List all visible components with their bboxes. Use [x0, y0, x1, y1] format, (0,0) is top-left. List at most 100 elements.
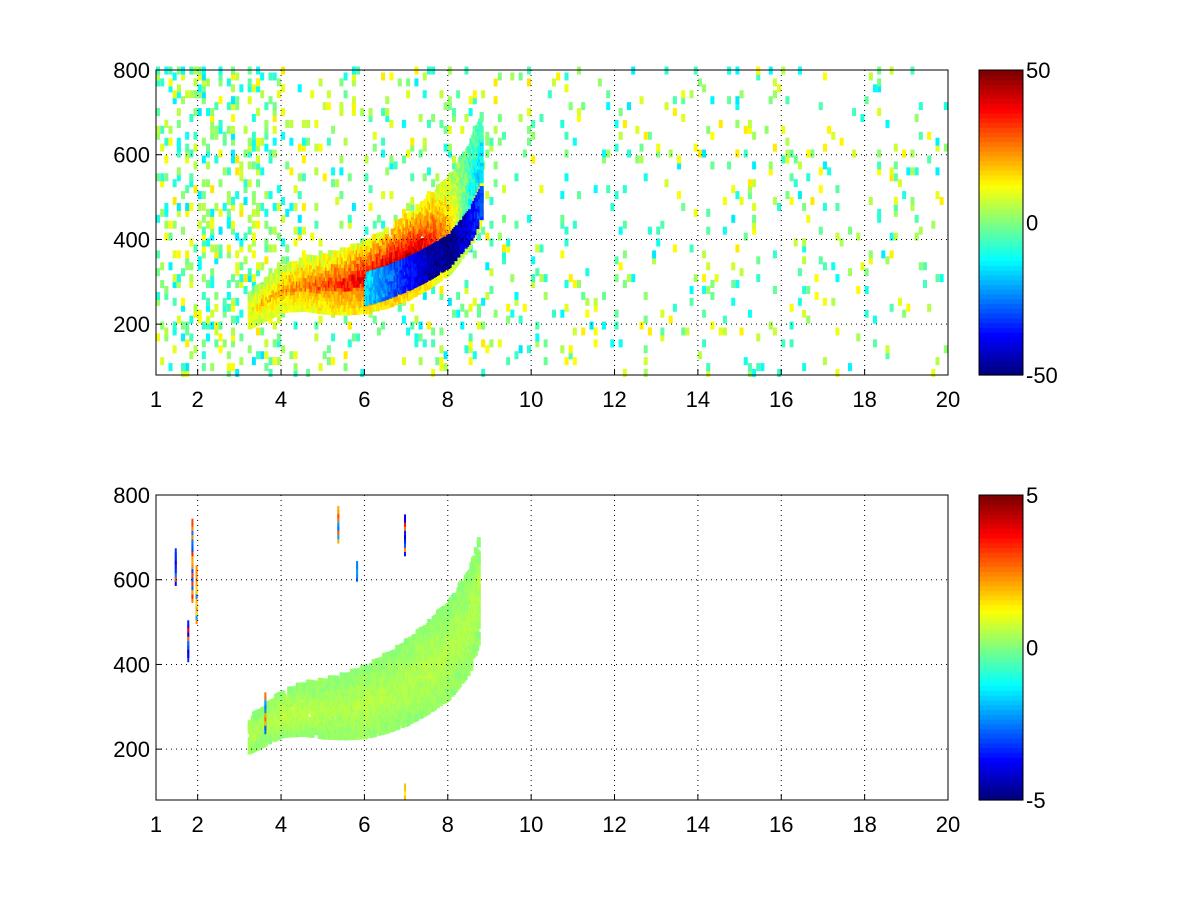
heatmap-cell: [339, 191, 344, 200]
heatmap-cell: [291, 686, 296, 694]
heatmap-cell: [877, 108, 882, 117]
heatmap-cell: [197, 262, 202, 271]
heatmap-cell: [797, 268, 802, 277]
heatmap-cell: [410, 321, 415, 330]
heatmap-cell: [235, 155, 240, 164]
heatmap-cell: [251, 113, 256, 122]
heatmap-cell: [602, 321, 607, 330]
heatmap-cell: [239, 167, 244, 176]
heatmap-cell: [156, 268, 160, 277]
heatmap-cell: [168, 363, 173, 372]
colorbar-segment: [979, 227, 1023, 233]
heatmap-cell: [168, 125, 173, 134]
heatmap-cell: [406, 78, 411, 87]
heatmap-cell: [239, 238, 244, 247]
heatmap-cell: [485, 191, 490, 200]
heatmap-cell: [393, 161, 398, 170]
heatmap-cell: [510, 309, 515, 318]
heatmap-cell: [485, 131, 490, 140]
heatmap-cell: [360, 369, 365, 377]
heatmap-cell: [197, 84, 202, 93]
heatmap-cell: [176, 84, 181, 93]
heatmap-cell: [385, 108, 390, 117]
colorbar-segment: [979, 184, 1023, 190]
heatmap-cell: [268, 96, 273, 105]
heatmap-cell: [414, 339, 419, 348]
heatmap-cell: [316, 296, 321, 304]
heatmap-cell: [168, 137, 173, 146]
colorbar-tick-label: 50: [1026, 58, 1050, 83]
x-tick-label: 12: [602, 387, 626, 412]
heatmap-cell: [856, 285, 861, 294]
heatmap-cell: [922, 280, 927, 289]
heatmap-cell: [231, 327, 236, 336]
heatmap-cell: [797, 66, 802, 75]
heatmap-cell: [269, 733, 274, 741]
heatmap-cell: [281, 84, 286, 93]
heatmap-cell: [352, 294, 357, 302]
heatmap-cell: [372, 143, 377, 152]
heatmap-cell: [835, 327, 840, 336]
heatmap-cell: [185, 327, 190, 336]
heatmap-cell: [206, 297, 211, 306]
heatmap-cell: [164, 202, 169, 211]
heatmap-cell: [164, 232, 169, 241]
top-colorbar: 500-50: [978, 58, 1058, 388]
heatmap-cell: [439, 327, 444, 336]
heatmap-cell: [390, 228, 395, 236]
heatmap-cell: [331, 167, 336, 176]
heatmap-cell: [847, 363, 852, 372]
heatmap-cell: [416, 233, 421, 241]
heatmap-cell: [176, 280, 181, 289]
heatmap-cell: [927, 155, 932, 164]
heatmap-cell: [493, 161, 498, 170]
heatmap-cell: [568, 274, 573, 283]
heatmap-cell: [218, 119, 223, 128]
heatmap-cell: [531, 274, 536, 283]
heatmap-cell: [468, 209, 473, 217]
heatmap-cell: [622, 250, 627, 259]
heatmap-cell: [293, 369, 298, 377]
heatmap-cell: [351, 96, 356, 105]
heatmap-cell: [409, 292, 414, 300]
colorbar-segment: [979, 303, 1023, 309]
heatmap-cell: [526, 137, 531, 146]
colorbar-segment: [979, 346, 1023, 352]
heatmap-cell: [681, 113, 686, 122]
heatmap-cell: [176, 208, 181, 217]
heatmap-cell: [368, 202, 373, 211]
heatmap-cell: [468, 333, 473, 342]
heatmap-cell: [506, 315, 511, 324]
colorbar-segment: [979, 79, 1023, 85]
heatmap-cell: [781, 155, 786, 164]
heatmap-cell: [247, 149, 252, 158]
heatmap-cell: [364, 173, 369, 182]
heatmap-cell: [781, 125, 786, 134]
heatmap-cell: [739, 327, 744, 336]
heatmap-cell: [259, 316, 264, 324]
colorbar-segment: [979, 136, 1023, 143]
heatmap-cell: [410, 202, 415, 211]
heatmap-cell: [206, 238, 211, 247]
heatmap-cell: [231, 197, 236, 206]
heatmap-cell: [526, 66, 531, 75]
heatmap-cell: [918, 131, 923, 140]
heatmap-cell: [326, 345, 331, 354]
heatmap-cell: [264, 119, 269, 128]
heatmap-cell: [643, 315, 648, 324]
heatmap-cell: [156, 125, 160, 134]
heatmap-cell: [889, 232, 894, 241]
heatmap-cell: [756, 72, 761, 81]
colorbar-segment: [979, 146, 1023, 152]
heatmap-cell: [526, 125, 531, 134]
heatmap-cell: [231, 131, 236, 140]
heatmap-cell: [706, 226, 711, 235]
heatmap-cell: [814, 274, 819, 283]
heatmap-cell: [889, 173, 894, 182]
heatmap-cell: [752, 220, 757, 229]
heatmap-cell: [176, 274, 181, 283]
heatmap-cell: [418, 149, 423, 158]
heatmap-cell: [464, 280, 469, 289]
heatmap-cell: [457, 255, 462, 263]
